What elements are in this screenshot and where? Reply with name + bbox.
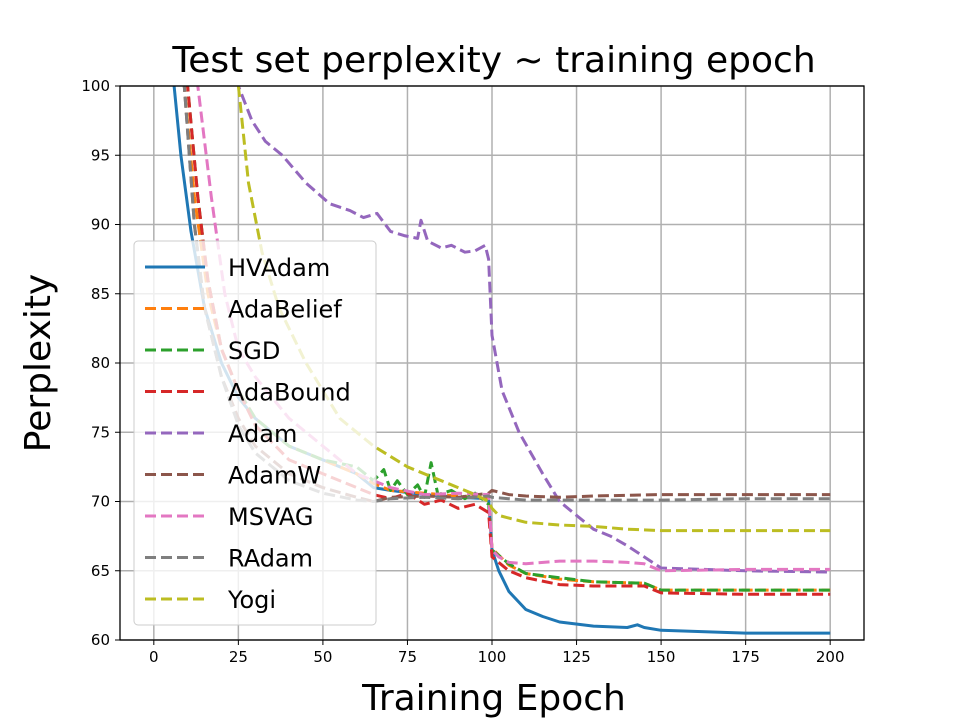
legend-label: RAdam: [228, 545, 313, 573]
axis-ticks: 0 25 50 75 100 125 150 175 200 60 65 70 75 80 85 90 95 10…: [81, 77, 844, 666]
series-line-sgd: [186, 86, 831, 592]
legend-label: MSVAG: [228, 503, 313, 531]
x-tick-label: 100: [478, 648, 507, 666]
x-tick-label: 150: [647, 648, 676, 666]
y-tick-label: 70: [91, 493, 110, 511]
plot-frame: [119, 85, 865, 641]
x-tick-label: 175: [731, 648, 760, 666]
legend: HVAdam AdaBelief SGD AdaBound Adam AdamW MSVAG…: [133, 240, 377, 626]
x-tick-label: 50: [313, 648, 332, 666]
y-tick-label: 80: [91, 354, 110, 372]
series-line-adam: [236, 86, 831, 574]
y-tick-label: 95: [91, 146, 110, 164]
legend-label: Adam: [228, 420, 297, 448]
x-tick-label: 200: [816, 648, 845, 666]
y-tick-label: 60: [91, 631, 110, 649]
legend-label: AdaBelief: [228, 296, 342, 324]
y-tick-label: 75: [91, 423, 110, 441]
x-tick-label: 0: [149, 648, 159, 666]
y-tick-label: 65: [91, 562, 110, 580]
y-tick-label: 85: [91, 285, 110, 303]
legend-label: HVAdam: [228, 254, 330, 282]
x-tick-label: 75: [398, 648, 417, 666]
legend-label: SGD: [228, 337, 280, 365]
legend-label: AdaBound: [228, 379, 351, 407]
legend-box: [133, 240, 377, 626]
chart-title: Test set perplexity ~ training epoch: [171, 40, 815, 81]
series-line-adabound: [186, 86, 831, 596]
y-axis-label: Perplexity: [18, 274, 59, 452]
legend-label: Yogi: [227, 586, 276, 614]
series-line-msvag: [196, 86, 831, 573]
y-tick-label: 100: [81, 77, 110, 95]
x-axis-label: Training Epoch: [361, 678, 626, 719]
y-tick-label: 90: [91, 216, 110, 234]
legend-label: AdamW: [228, 462, 321, 490]
x-tick-label: 125: [562, 648, 591, 666]
x-tick-label: 25: [229, 648, 248, 666]
